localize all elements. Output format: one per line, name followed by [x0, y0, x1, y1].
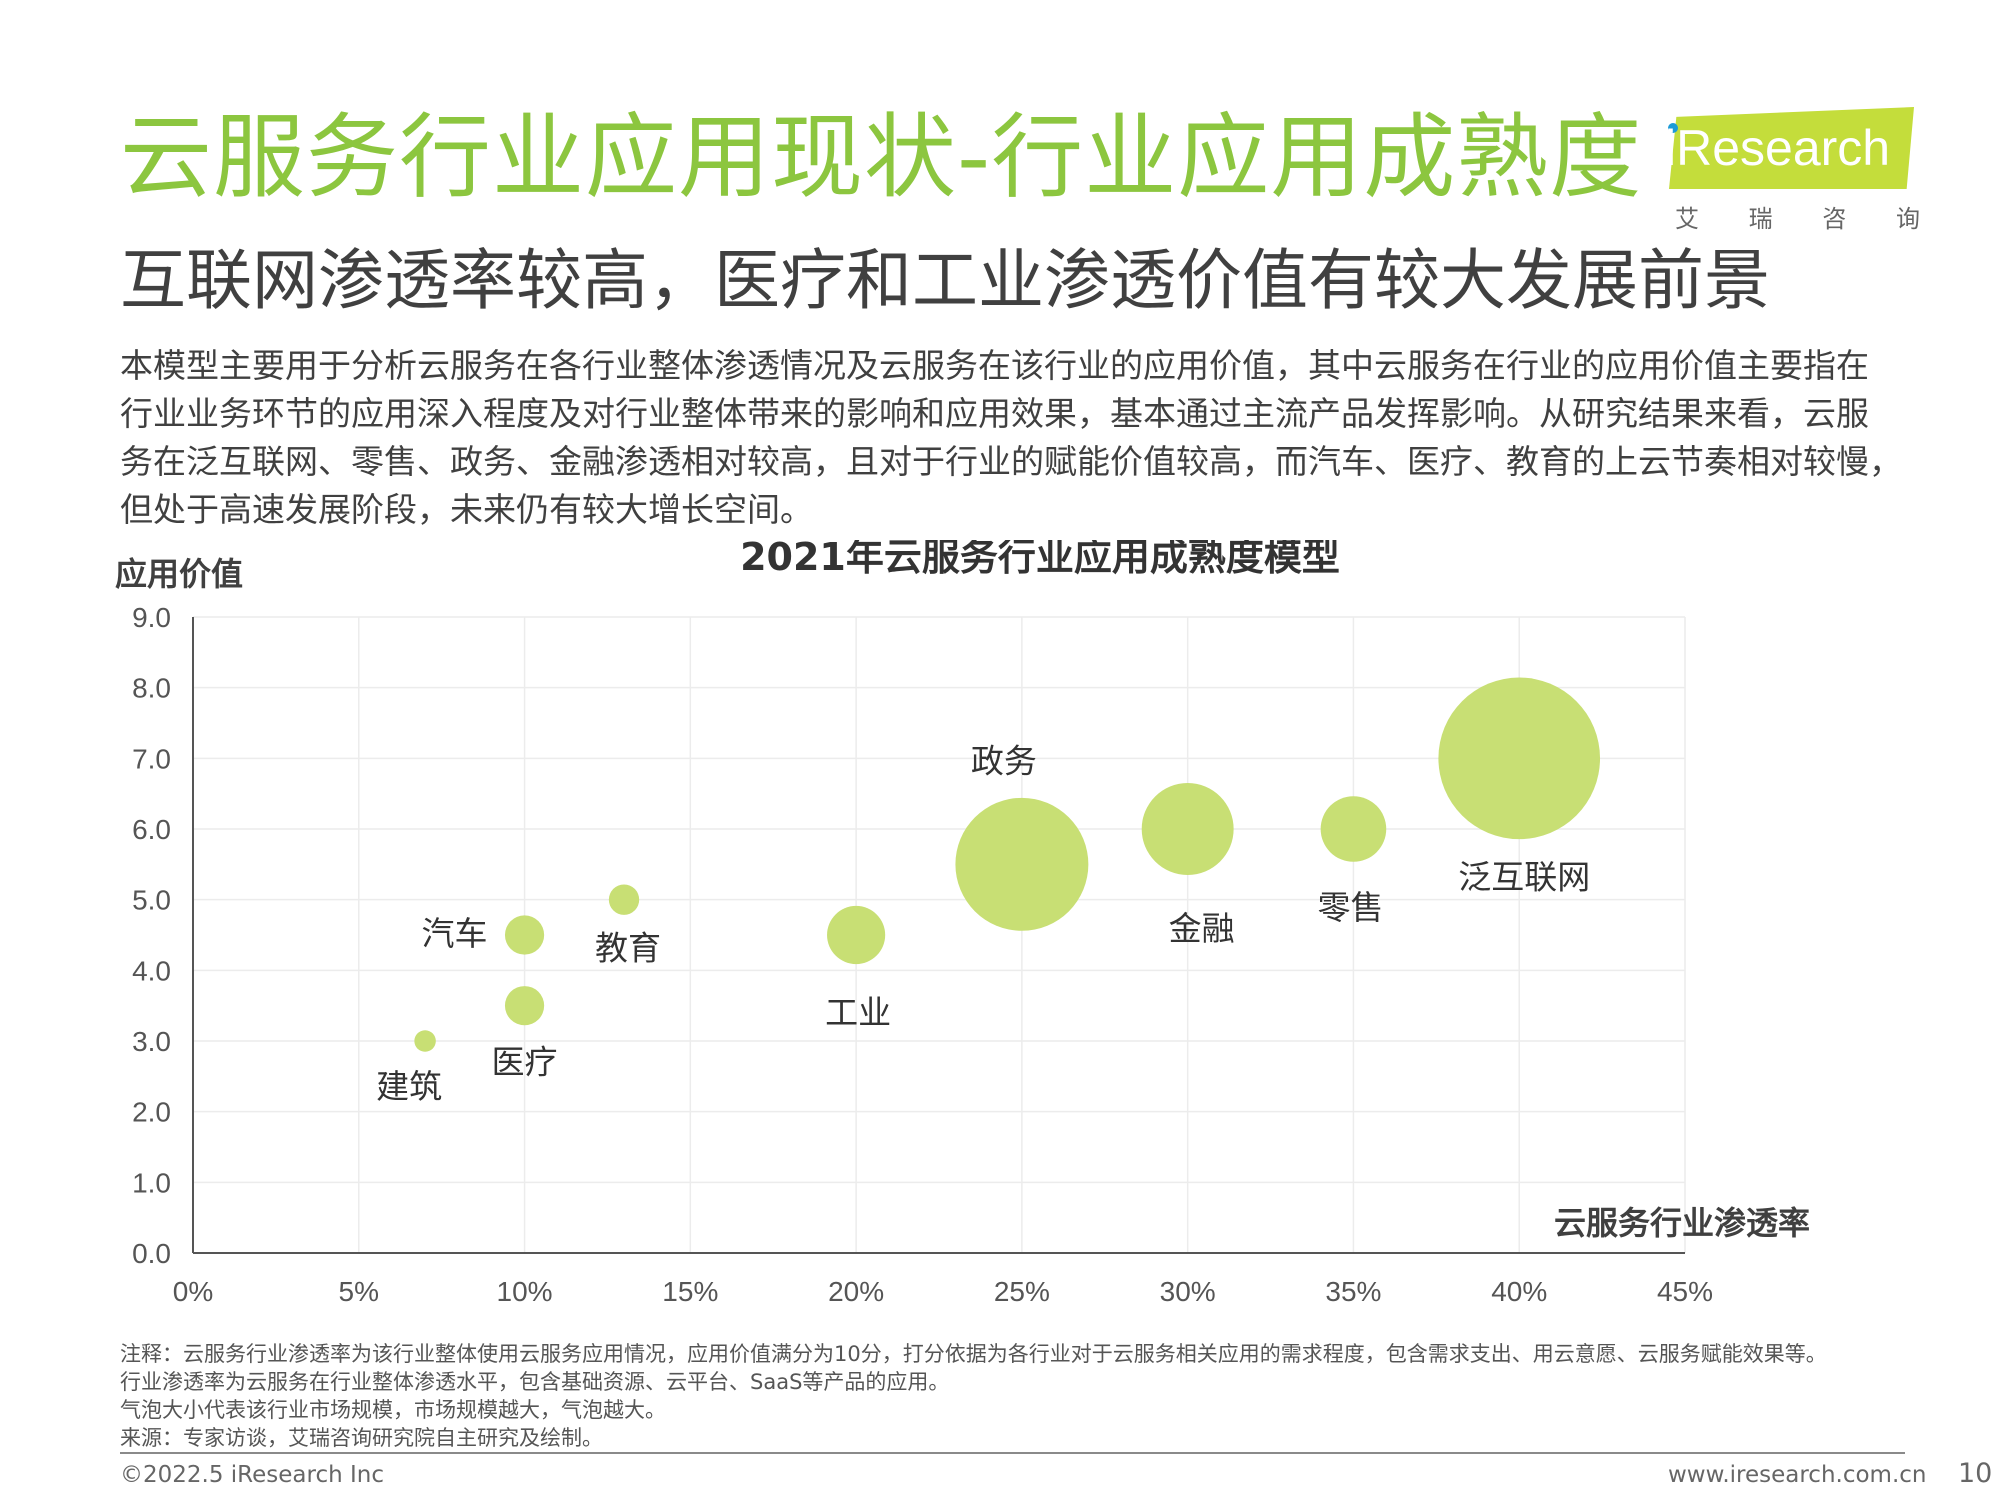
x-tick-label: 35% [1325, 1276, 1381, 1307]
bubble-chart: 0% 5% 10% 15% 20% 25% 30% 35% 40% 45% 0.0 1.0 2.0 3.0… [115, 540, 1810, 1307]
bubble-point [1320, 796, 1387, 862]
y-axis-title: 应用价值 [115, 555, 243, 593]
bubble-label: 医疗 [492, 1043, 558, 1082]
bubble-label: 汽车 [422, 914, 488, 953]
x-tick-label: 0% [173, 1276, 213, 1307]
y-tick-label: 6.0 [132, 814, 171, 845]
bubble-label: 金融 [1169, 909, 1235, 948]
bubble-point [504, 915, 545, 955]
bubble-point [504, 986, 545, 1026]
y-tick-label: 4.0 [132, 955, 171, 986]
x-tick-label: 5% [339, 1276, 379, 1307]
intro-paragraph: 本模型主要用于分析云服务在各行业整体渗透情况及云服务在该行业的应用价值，其中云服… [120, 342, 1920, 534]
y-tick-label: 1.0 [132, 1167, 171, 1198]
x-axis-title: 云服务行业渗透率 [1554, 1204, 1810, 1242]
logo-wordmark: iResearch [1665, 120, 1891, 176]
y-tick-label: 2.0 [132, 1097, 171, 1128]
x-tick-label: 30% [1160, 1276, 1216, 1307]
y-tick-label: 7.0 [132, 743, 171, 774]
copyright-text: ©2022.5 iResearch Inc [120, 1462, 384, 1488]
chart-title: 2021年云服务行业应用成熟度模型 [740, 540, 1340, 579]
intro-line: 行业业务环节的应用深入程度及对行业整体带来的影响和应用效果，基本通过主流产品发挥… [120, 394, 1869, 433]
iresearch-logo: iResearch 艾 瑞 咨 询 [1655, 103, 1920, 233]
bubble-label: 工业 [825, 993, 891, 1032]
logo-dot-icon [1668, 123, 1678, 133]
y-tick-label: 8.0 [132, 673, 171, 704]
page-title: 云服务行业应用现状-行业应用成熟度 [120, 104, 1643, 211]
note-line: 来源：专家访谈，艾瑞咨询研究院自主研究及绘制。 [120, 1426, 603, 1450]
y-tick-label: 3.0 [132, 1026, 171, 1057]
bubble-point [1438, 677, 1601, 840]
footer-divider [120, 1452, 1905, 1454]
logo-sub-char: 艾 [1675, 205, 1699, 233]
bubble-label: 泛互联网 [1458, 857, 1590, 896]
y-tick-label: 5.0 [132, 885, 171, 916]
x-tick-label: 20% [828, 1276, 884, 1307]
note-line: 注释：云服务行业渗透率为该行业整体使用云服务应用情况，应用价值满分为10分，打分… [120, 1342, 1827, 1366]
logo-sub-char: 咨 [1822, 205, 1847, 233]
note-line: 气泡大小代表该行业市场规模，市场规模越大，气泡越大。 [120, 1398, 666, 1422]
intro-line: 本模型主要用于分析云服务在各行业整体渗透情况及云服务在该行业的应用价值，其中云服… [120, 346, 1869, 385]
logo-sub-char: 瑞 [1748, 205, 1773, 233]
bubble-point [955, 797, 1089, 931]
page-subtitle: 互联网渗透率较高，医疗和工业渗透价值有较大发展前景 [120, 242, 1770, 319]
y-tick-label: 9.0 [132, 602, 171, 633]
logo-subtitle: 艾 瑞 咨 询 [1675, 199, 1920, 234]
x-tick-label: 25% [994, 1276, 1050, 1307]
logo-sub-char: 询 [1895, 205, 1920, 233]
y-tick-label: 0.0 [132, 1238, 171, 1269]
bubble-label: 政务 [971, 741, 1037, 780]
x-tick-label: 10% [497, 1276, 553, 1307]
bubble-label: 教育 [595, 929, 661, 968]
bubble-point [827, 905, 886, 965]
x-tick-label: 40% [1491, 1276, 1547, 1307]
logo-banner [1669, 107, 1914, 189]
bubble-point [608, 884, 640, 915]
x-tick-label: 45% [1657, 1276, 1713, 1307]
page-number: 10 [1958, 1458, 1993, 1489]
intro-line: 但处于高速发展阶段，未来仍有较大增长空间。 [120, 490, 813, 529]
x-tick-label: 15% [662, 1276, 718, 1307]
intro-line: 务在泛互联网、零售、政务、金融渗透相对较高，且对于行业的赋能价值较高，而汽车、医… [120, 442, 1902, 481]
bubble-point [1141, 783, 1234, 875]
website-link[interactable]: www.iresearch.com.cn [1668, 1462, 1927, 1488]
bubble-point [414, 1030, 436, 1052]
bubble-label: 建筑 [376, 1067, 442, 1106]
notes: 注释：云服务行业渗透率为该行业整体使用云服务应用情况，应用价值满分为10分，打分… [120, 1340, 1940, 1452]
bubble-label: 零售 [1317, 888, 1383, 927]
note-line: 行业渗透率为云服务在行业整体渗透水平，包含基础资源、云平台、SaaS等产品的应用… [120, 1370, 950, 1394]
